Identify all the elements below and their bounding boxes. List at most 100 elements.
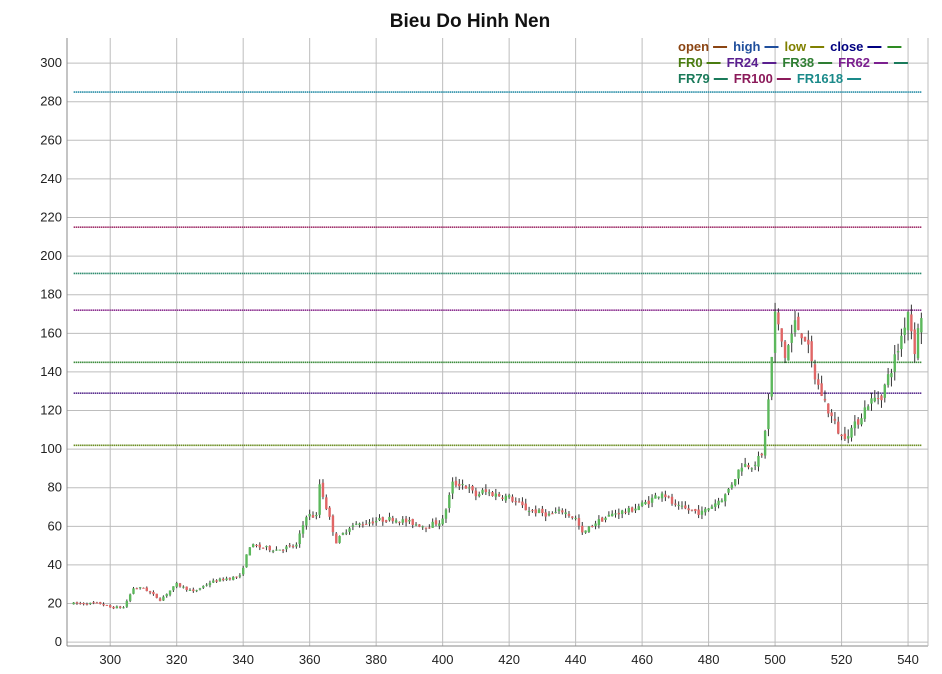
candle-body bbox=[148, 591, 152, 593]
candle-body bbox=[222, 578, 225, 581]
candle-body bbox=[504, 495, 508, 501]
candle-body bbox=[72, 602, 75, 605]
candle-body bbox=[311, 515, 315, 518]
candle-body bbox=[454, 480, 458, 486]
candle-body bbox=[707, 508, 710, 511]
candle-body bbox=[371, 521, 375, 524]
candle-body bbox=[152, 591, 155, 595]
candle-body bbox=[561, 510, 564, 513]
candle-body bbox=[484, 489, 488, 492]
candle-body bbox=[451, 481, 454, 494]
legend-label: FR0 bbox=[678, 55, 703, 70]
candle-body bbox=[677, 504, 680, 506]
candle-body bbox=[401, 519, 404, 523]
candle-body bbox=[654, 495, 657, 499]
candle-body bbox=[730, 484, 734, 489]
legend-label: FR38 bbox=[782, 55, 814, 70]
candle-body bbox=[178, 583, 182, 587]
x-tick-label: 300 bbox=[99, 652, 121, 667]
candle-body bbox=[444, 509, 448, 519]
candle-body bbox=[195, 590, 198, 592]
candle-body bbox=[192, 589, 195, 592]
fibonacci-levels bbox=[73, 91, 922, 447]
x-tick-label: 540 bbox=[897, 652, 919, 667]
candle-body bbox=[793, 320, 797, 333]
candle-body bbox=[640, 502, 644, 507]
y-tick-label: 260 bbox=[40, 132, 62, 147]
y-tick-label: 140 bbox=[40, 364, 62, 379]
candle-body bbox=[271, 550, 275, 552]
candle-body bbox=[335, 533, 338, 544]
candle-body bbox=[414, 524, 418, 526]
candle-body bbox=[710, 506, 714, 509]
candle-body bbox=[261, 547, 265, 549]
candle-body bbox=[281, 549, 285, 551]
candle-body bbox=[813, 364, 817, 380]
legend: open high low close FR0 FR24 FR38 FR62 FR79 FR100… bbox=[678, 39, 908, 86]
candle-body bbox=[511, 496, 514, 502]
candle-body bbox=[920, 318, 923, 333]
candle-body bbox=[743, 463, 747, 467]
candle-body bbox=[720, 500, 724, 503]
candle-body bbox=[624, 511, 627, 513]
candle-body bbox=[79, 603, 82, 605]
candle-body bbox=[594, 523, 597, 526]
y-tick-label: 80 bbox=[48, 480, 62, 495]
candle-body bbox=[886, 374, 890, 386]
candle-body bbox=[524, 503, 527, 511]
candle-body bbox=[358, 523, 361, 526]
candle-body bbox=[607, 514, 611, 517]
candle-body bbox=[717, 500, 720, 506]
candle-body bbox=[448, 494, 451, 509]
candle-body bbox=[620, 510, 624, 514]
grid bbox=[67, 38, 928, 646]
candle-body bbox=[700, 510, 704, 515]
candle-body bbox=[684, 505, 687, 509]
legend-label: high bbox=[733, 39, 760, 54]
candle-body bbox=[172, 586, 175, 591]
candle-body bbox=[95, 602, 99, 604]
candle-body bbox=[577, 518, 581, 526]
candle-body bbox=[557, 509, 561, 512]
candle-body bbox=[241, 567, 245, 575]
legend-label: FR1618 bbox=[797, 71, 843, 86]
candle-body bbox=[724, 494, 727, 502]
x-tick-label: 320 bbox=[166, 652, 188, 667]
axes: 0 20 40 60 80 100 120 140 160 180 200 220 240 260 280 3… bbox=[40, 38, 929, 667]
candle-body bbox=[394, 520, 398, 523]
candle-body bbox=[680, 505, 684, 507]
candle-body bbox=[411, 519, 414, 526]
candle-body bbox=[507, 495, 511, 498]
candle-body bbox=[767, 399, 770, 430]
candle-body bbox=[89, 602, 92, 604]
candle-body bbox=[132, 588, 135, 594]
candle-body bbox=[497, 494, 501, 497]
candle-body bbox=[128, 594, 132, 601]
candle-body bbox=[873, 397, 877, 402]
candle-body bbox=[158, 598, 162, 601]
candle-body bbox=[760, 453, 763, 456]
candle-body bbox=[551, 513, 554, 515]
candle-body bbox=[783, 341, 787, 358]
y-tick-label: 20 bbox=[48, 596, 62, 611]
candle-body bbox=[787, 345, 790, 361]
candle-body bbox=[75, 602, 79, 604]
candle-body bbox=[351, 525, 355, 527]
candles bbox=[72, 302, 923, 610]
candle-body bbox=[571, 516, 574, 518]
candle-body bbox=[175, 583, 178, 587]
x-tick-label: 440 bbox=[565, 652, 587, 667]
candle-body bbox=[803, 336, 807, 342]
candle-body bbox=[464, 486, 468, 489]
candle-body bbox=[255, 544, 258, 546]
candle-body bbox=[135, 588, 139, 590]
candle-body bbox=[461, 484, 464, 486]
candle-body bbox=[900, 335, 903, 350]
candle-body bbox=[238, 575, 242, 577]
candle-body bbox=[384, 520, 388, 522]
y-tick-label: 220 bbox=[40, 210, 62, 225]
candle-body bbox=[601, 517, 604, 522]
candle-body bbox=[251, 544, 255, 548]
candle-body bbox=[318, 484, 321, 515]
y-tick-label: 60 bbox=[48, 518, 62, 533]
